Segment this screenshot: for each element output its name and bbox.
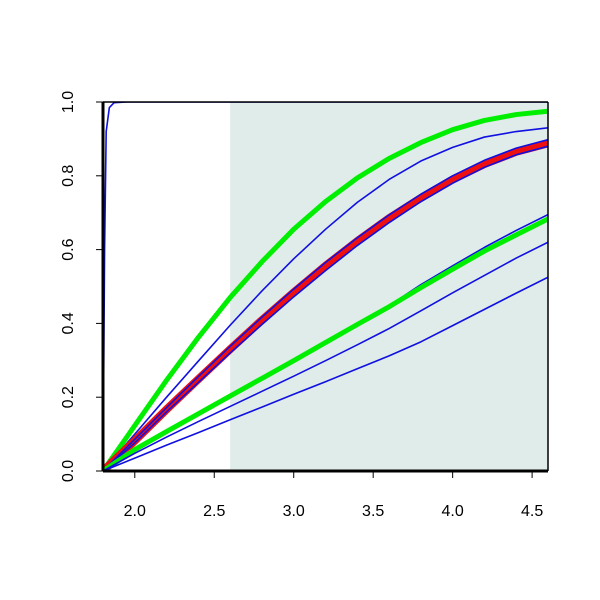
y-tick-label: 1.0 (60, 91, 77, 113)
series-line-9-blue (103, 241, 548, 471)
series-line-3-blue (103, 127, 548, 471)
y-tick-label: 0.4 (60, 312, 77, 334)
axes: 2.0 2.5 3.0 3.5 4.0 4.5 0.0 0.2 0.4 0.6 0.8 1.0 (60, 91, 549, 520)
series-line-5-blue (103, 138, 548, 471)
series-line-10-blue (103, 276, 548, 471)
y-tick-label: 0.2 (60, 386, 77, 408)
x-tick-label: 3.0 (283, 503, 305, 520)
series-line-1-blue (103, 102, 548, 471)
series-line-8-green (103, 216, 548, 471)
series-group (103, 102, 548, 471)
x-tick-label: 2.0 (124, 503, 146, 520)
y-tick-label: 0.6 (60, 238, 77, 260)
x-tick-label: 4.5 (521, 503, 543, 520)
series-line-4-red (103, 139, 548, 471)
y-tick-label: 0.8 (60, 165, 77, 187)
x-tick-label: 3.5 (362, 503, 384, 520)
x-tick-label: 4.0 (442, 503, 464, 520)
y-tick-label: 0.0 (60, 460, 77, 482)
x-tick-label: 2.5 (203, 503, 225, 520)
series-line-2-green (103, 108, 548, 471)
plot-area (103, 102, 548, 471)
series-line-6-blue (103, 145, 548, 471)
